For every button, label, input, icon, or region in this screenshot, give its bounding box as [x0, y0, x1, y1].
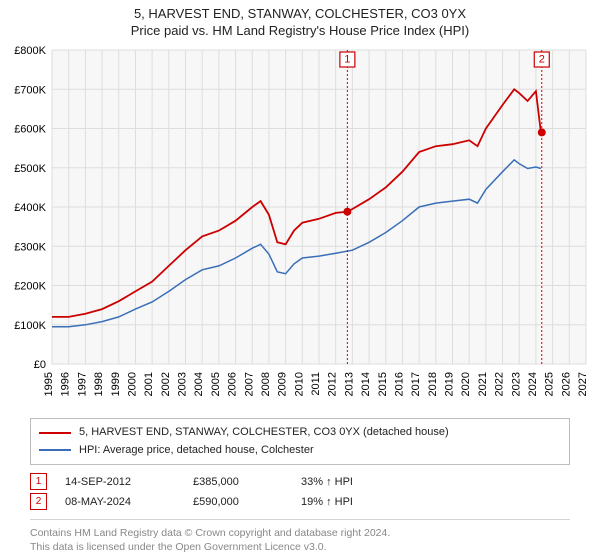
svg-text:2015: 2015 [377, 372, 389, 396]
svg-text:2024: 2024 [527, 372, 539, 396]
svg-text:£0: £0 [34, 359, 46, 371]
svg-text:2009: 2009 [277, 372, 289, 396]
svg-text:2014: 2014 [360, 372, 372, 396]
sale-date: 08-MAY-2024 [65, 496, 175, 508]
svg-text:2020: 2020 [460, 372, 472, 396]
footer-attribution: Contains HM Land Registry data © Crown c… [30, 526, 570, 554]
chart-area: £0 £100K £200K £300K £400K £500K £600K £700K £80… [0, 42, 600, 412]
svg-text:2011: 2011 [310, 372, 322, 396]
svg-text:2003: 2003 [177, 372, 189, 396]
svg-text:1996: 1996 [60, 372, 72, 396]
svg-text:2017: 2017 [410, 372, 422, 396]
svg-text:£500K: £500K [14, 163, 46, 175]
legend-label-1: 5, HARVEST END, STANWAY, COLCHESTER, CO3… [79, 424, 449, 442]
svg-text:2002: 2002 [160, 372, 172, 396]
footer-line2: This data is licensed under the Open Gov… [30, 540, 570, 554]
sale-price: £385,000 [193, 476, 283, 488]
svg-text:2008: 2008 [260, 372, 272, 396]
sale-diff: 19% ↑ HPI [301, 496, 570, 508]
sale-date: 14-SEP-2012 [65, 476, 175, 488]
svg-text:2007: 2007 [243, 372, 255, 396]
svg-text:2025: 2025 [544, 372, 556, 396]
sale-index-badge: 1 [30, 473, 47, 490]
svg-text:£300K: £300K [14, 241, 46, 253]
legend: 5, HARVEST END, STANWAY, COLCHESTER, CO3… [30, 418, 570, 465]
legend-label-2: HPI: Average price, detached house, Colc… [79, 442, 314, 460]
svg-text:2001: 2001 [143, 372, 155, 396]
svg-text:1998: 1998 [93, 372, 105, 396]
legend-swatch-2 [39, 449, 71, 451]
legend-row-1: 5, HARVEST END, STANWAY, COLCHESTER, CO3… [39, 424, 561, 442]
svg-text:2: 2 [539, 54, 545, 66]
svg-text:£800K: £800K [14, 45, 46, 57]
svg-text:2005: 2005 [210, 372, 222, 396]
sales-table: 1 14-SEP-2012 £385,000 33% ↑ HPI 2 08-MA… [30, 473, 570, 520]
svg-text:2027: 2027 [577, 372, 589, 396]
svg-text:2023: 2023 [510, 372, 522, 396]
svg-text:1: 1 [344, 54, 350, 66]
sale-price: £590,000 [193, 496, 283, 508]
svg-text:£600K: £600K [14, 124, 46, 136]
sale-index-badge: 2 [30, 493, 47, 510]
svg-text:£100K: £100K [14, 320, 46, 332]
svg-text:2012: 2012 [327, 372, 339, 396]
legend-row-2: HPI: Average price, detached house, Colc… [39, 442, 561, 460]
svg-text:1995: 1995 [43, 372, 55, 396]
svg-text:2000: 2000 [126, 372, 138, 396]
svg-text:£400K: £400K [14, 202, 46, 214]
svg-text:2004: 2004 [193, 372, 205, 396]
svg-text:£700K: £700K [14, 84, 46, 96]
svg-text:£200K: £200K [14, 281, 46, 293]
line-chart-svg: £0 £100K £200K £300K £400K £500K £600K £700K £80… [0, 42, 600, 412]
svg-text:2026: 2026 [560, 372, 572, 396]
svg-text:2019: 2019 [444, 372, 456, 396]
legend-swatch-1 [39, 432, 71, 434]
table-row: 2 08-MAY-2024 £590,000 19% ↑ HPI [30, 493, 570, 510]
table-row: 1 14-SEP-2012 £385,000 33% ↑ HPI [30, 473, 570, 490]
chart-title-line2: Price paid vs. HM Land Registry's House … [0, 23, 600, 38]
svg-text:2006: 2006 [227, 372, 239, 396]
svg-text:1999: 1999 [110, 372, 122, 396]
svg-text:2021: 2021 [477, 372, 489, 396]
svg-text:1997: 1997 [76, 372, 88, 396]
footer-line1: Contains HM Land Registry data © Crown c… [30, 526, 570, 540]
sale-diff: 33% ↑ HPI [301, 476, 570, 488]
svg-text:2016: 2016 [393, 372, 405, 396]
svg-text:2010: 2010 [293, 372, 305, 396]
svg-text:2013: 2013 [343, 372, 355, 396]
chart-title-line1: 5, HARVEST END, STANWAY, COLCHESTER, CO3… [0, 6, 600, 21]
svg-text:2022: 2022 [494, 372, 506, 396]
svg-text:2018: 2018 [427, 372, 439, 396]
